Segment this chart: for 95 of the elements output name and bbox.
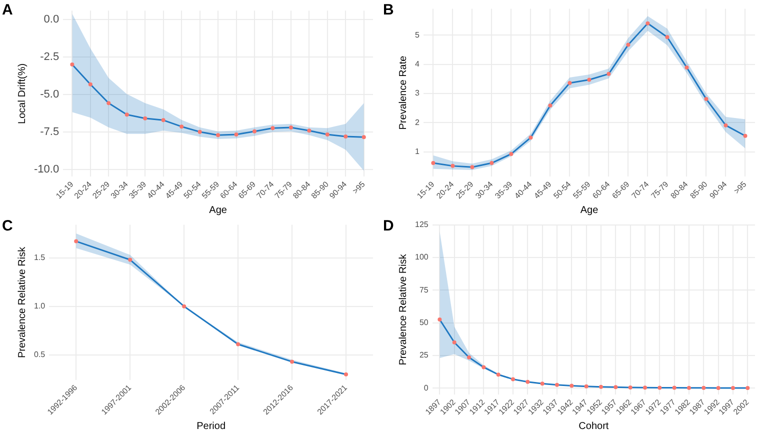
point bbox=[88, 82, 92, 86]
y-tick-label: 100 bbox=[414, 252, 429, 262]
point bbox=[528, 136, 533, 140]
point bbox=[344, 134, 348, 138]
point bbox=[467, 355, 472, 360]
point bbox=[143, 116, 148, 120]
chart-title: A bbox=[2, 2, 13, 19]
y-tick-label: 5 bbox=[414, 30, 420, 40]
y-tick-label: -2.5 bbox=[40, 51, 60, 64]
point bbox=[509, 152, 514, 156]
point bbox=[746, 386, 750, 390]
point bbox=[646, 21, 650, 26]
point bbox=[482, 365, 486, 370]
x-axis-title: Age bbox=[209, 204, 228, 216]
point bbox=[628, 385, 632, 390]
point bbox=[743, 134, 748, 138]
point bbox=[452, 340, 456, 344]
y-tick-label: 0 bbox=[424, 383, 429, 392]
x-tick-label: >95 bbox=[350, 179, 368, 196]
point bbox=[216, 133, 220, 138]
point bbox=[288, 126, 293, 130]
point bbox=[252, 129, 256, 134]
point bbox=[540, 382, 544, 386]
point bbox=[724, 123, 728, 128]
point bbox=[490, 161, 494, 166]
point bbox=[570, 384, 574, 388]
y-tick-label: 1.5 bbox=[34, 253, 46, 262]
point bbox=[106, 101, 111, 106]
point bbox=[684, 66, 689, 70]
point bbox=[584, 384, 588, 388]
y-tick-label: 1.0 bbox=[34, 302, 46, 311]
x-axis-title: Period bbox=[196, 420, 226, 432]
y-axis-title: Prevalence Relative Risk bbox=[16, 246, 28, 358]
y-tick-label: 0.0 bbox=[44, 14, 60, 26]
point bbox=[587, 78, 592, 82]
point bbox=[128, 258, 132, 262]
point bbox=[74, 239, 78, 244]
point bbox=[307, 128, 312, 133]
point bbox=[626, 42, 630, 47]
point bbox=[568, 80, 572, 85]
point bbox=[555, 382, 560, 387]
point bbox=[470, 165, 474, 170]
point bbox=[614, 385, 618, 390]
x-axis-title: Age bbox=[580, 204, 599, 216]
point bbox=[599, 384, 604, 389]
point bbox=[548, 103, 552, 108]
point bbox=[704, 97, 708, 102]
point bbox=[161, 118, 166, 122]
y-tick-label: 4 bbox=[414, 60, 420, 68]
y-tick-label: 125 bbox=[414, 220, 429, 230]
x-axis-title: Cohort bbox=[578, 420, 609, 432]
y-tick-label: 3 bbox=[414, 88, 420, 98]
y-tick-label: 75 bbox=[419, 285, 429, 294]
point bbox=[270, 126, 275, 130]
y-tick-label: 0.5 bbox=[34, 350, 46, 360]
point bbox=[431, 161, 436, 166]
point bbox=[526, 380, 530, 384]
point bbox=[716, 386, 720, 390]
point bbox=[731, 386, 735, 390]
point bbox=[606, 72, 611, 76]
point bbox=[687, 386, 692, 390]
point bbox=[702, 386, 706, 390]
point bbox=[496, 372, 500, 377]
point bbox=[362, 135, 366, 140]
x-tick-label: >95 bbox=[732, 179, 749, 196]
y-tick-label: 25 bbox=[419, 350, 429, 360]
point bbox=[182, 304, 186, 308]
y-tick-label: 1 bbox=[414, 147, 420, 156]
y-axis-title: Local Drift(%) bbox=[16, 63, 28, 124]
point bbox=[325, 132, 330, 137]
point bbox=[236, 342, 240, 346]
y-tick-label: -10.0 bbox=[34, 163, 60, 176]
point bbox=[124, 112, 129, 117]
point bbox=[658, 386, 662, 390]
y-tick-label: -7.5 bbox=[40, 126, 60, 138]
y-axis-title: Prevalence Rate bbox=[398, 55, 409, 130]
point bbox=[438, 318, 442, 322]
point bbox=[450, 164, 455, 168]
point bbox=[180, 124, 184, 129]
chart-title: B bbox=[383, 2, 394, 19]
y-axis-title: Prevalence Relative Risk bbox=[398, 253, 409, 366]
point bbox=[643, 386, 648, 390]
point bbox=[70, 62, 74, 66]
point bbox=[290, 360, 294, 364]
point bbox=[672, 386, 676, 390]
y-tick-label: -5.0 bbox=[40, 88, 60, 100]
y-tick-label: 2 bbox=[414, 118, 420, 127]
point bbox=[511, 377, 516, 382]
point bbox=[344, 372, 348, 376]
y-tick-label: 50 bbox=[419, 318, 429, 327]
chart-title: C bbox=[2, 218, 13, 235]
point bbox=[665, 35, 670, 40]
point bbox=[198, 130, 202, 134]
point bbox=[234, 132, 238, 137]
chart-title: D bbox=[383, 218, 394, 235]
